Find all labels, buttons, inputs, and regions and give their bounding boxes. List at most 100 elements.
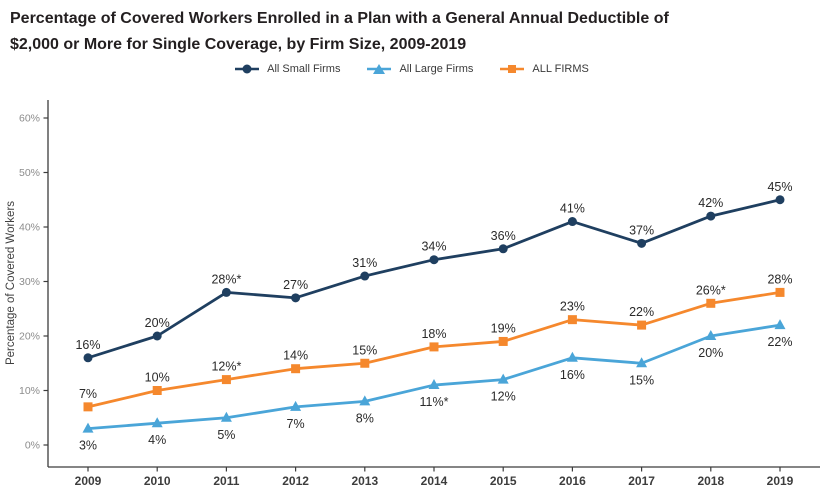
data-label: 34% <box>421 240 446 254</box>
chart-title-line1: Percentage of Covered Workers Enrolled i… <box>10 10 669 27</box>
line-chart: 0% 10% 20% 30% 40% 50% 60% 2009 2010 2011 2012 2013… <box>5 100 820 488</box>
data-point <box>359 395 371 406</box>
data-label: 12%* <box>211 360 241 374</box>
data-point <box>291 364 301 374</box>
data-point <box>636 357 648 368</box>
data-label: 45% <box>767 180 792 194</box>
x-tick-label: 2013 <box>351 474 378 488</box>
data-point <box>83 402 93 412</box>
data-point <box>82 422 94 433</box>
data-label: 16% <box>560 368 585 382</box>
data-point <box>360 358 370 368</box>
data-point <box>428 379 440 390</box>
y-tick-label: 60% <box>19 113 40 125</box>
legend-item-all-small-firms: All Small Firms <box>234 63 340 75</box>
data-label: 3% <box>79 439 97 453</box>
line-triangle-marker-icon <box>367 64 392 74</box>
data-point <box>151 417 163 428</box>
data-point <box>221 287 231 297</box>
data-label: 7% <box>79 387 97 401</box>
y-tick-label: 20% <box>19 331 40 343</box>
data-label: 10% <box>145 371 170 385</box>
chart-legend: All Small Firms All Large Firms ALL FIRM… <box>0 63 823 75</box>
chart-title-line2: $2,000 or More for Single Coverage, by F… <box>10 36 467 53</box>
y-tick-label: 40% <box>19 222 40 234</box>
data-label: 16% <box>75 338 100 352</box>
data-point <box>637 320 647 330</box>
data-point <box>152 331 162 341</box>
data-label: 27% <box>283 278 308 292</box>
data-point <box>637 238 647 248</box>
data-label: 26%* <box>696 283 726 297</box>
legend-label: All Small Firms <box>267 63 341 75</box>
data-label: 7% <box>287 417 305 431</box>
data-label: 20% <box>145 316 170 330</box>
chart-title: Percentage of Covered Workers Enrolled i… <box>10 6 813 58</box>
line-circle-marker-icon <box>235 64 260 74</box>
data-label: 28% <box>767 272 792 286</box>
data-label: 18% <box>421 327 446 341</box>
data-label: 12% <box>491 390 516 404</box>
data-point <box>360 271 370 281</box>
x-tick-label: 2018 <box>697 474 724 488</box>
data-label: 8% <box>356 411 374 425</box>
y-tick-label: 0% <box>25 440 40 452</box>
data-point <box>220 411 232 422</box>
x-tick-label: 2012 <box>282 474 309 488</box>
data-label: 31% <box>352 256 377 270</box>
y-tick-label: 30% <box>19 276 40 288</box>
data-point <box>497 373 509 384</box>
y-tick-label: 10% <box>19 385 40 397</box>
data-point <box>567 315 577 325</box>
data-label: 15% <box>629 373 654 387</box>
data-label: 5% <box>217 428 235 442</box>
x-tick-label: 2011 <box>213 474 239 488</box>
data-label: 36% <box>491 229 516 243</box>
x-tick-label: 2009 <box>75 474 102 488</box>
data-label: 42% <box>698 196 723 210</box>
legend-label: All Large Firms <box>399 63 474 75</box>
data-label: 19% <box>491 321 516 335</box>
data-label: 23% <box>560 300 585 314</box>
data-point <box>152 386 162 395</box>
x-tick-label: 2014 <box>421 474 448 488</box>
data-point <box>706 298 716 308</box>
series-all-large-firms: 3% 4% 5% 7% 8% 11%* 12% 16% 15% 20% 22% <box>79 319 793 453</box>
series-all-firms: 7% 10% 12%* 14% 15% 18% 19% 23% 22% 26%* 28% <box>79 272 793 412</box>
series-all-small-firms: 16% 20% 28%* 27% 31% 34% 36% 41% 37% 42% 45% <box>75 180 793 363</box>
data-point <box>83 353 93 363</box>
data-point <box>774 319 786 330</box>
data-point <box>429 255 439 265</box>
data-point <box>429 342 439 352</box>
y-axis-title: Percentage of Covered Workers <box>5 201 17 365</box>
legend-label: ALL FIRMS <box>532 63 589 75</box>
data-point <box>290 400 302 411</box>
data-label: 28%* <box>211 272 241 286</box>
x-tick-label: 2016 <box>559 474 586 488</box>
data-label: 4% <box>148 433 166 447</box>
data-point <box>566 351 578 362</box>
data-label: 20% <box>698 346 723 360</box>
data-point <box>706 211 716 221</box>
data-point <box>221 375 231 385</box>
data-label: 22% <box>767 335 792 349</box>
line-square-marker-icon <box>500 65 525 73</box>
x-tick-label: 2010 <box>144 474 171 488</box>
data-label: 14% <box>283 349 308 363</box>
legend-item-all-firms: ALL FIRMS <box>499 63 589 75</box>
data-point <box>291 293 301 303</box>
data-point <box>498 336 508 346</box>
data-label: 41% <box>560 202 585 216</box>
data-point <box>498 244 508 254</box>
x-tick-label: 2017 <box>628 474 655 488</box>
data-point <box>705 330 717 340</box>
y-tick-label: 50% <box>19 167 40 179</box>
x-tick-label: 2019 <box>767 474 794 488</box>
data-label: 37% <box>629 223 654 237</box>
data-point <box>567 217 577 227</box>
legend-item-all-large-firms: All Large Firms <box>366 63 473 75</box>
data-point <box>775 287 785 297</box>
data-label: 11%* <box>420 395 449 409</box>
data-label: 15% <box>352 343 377 357</box>
